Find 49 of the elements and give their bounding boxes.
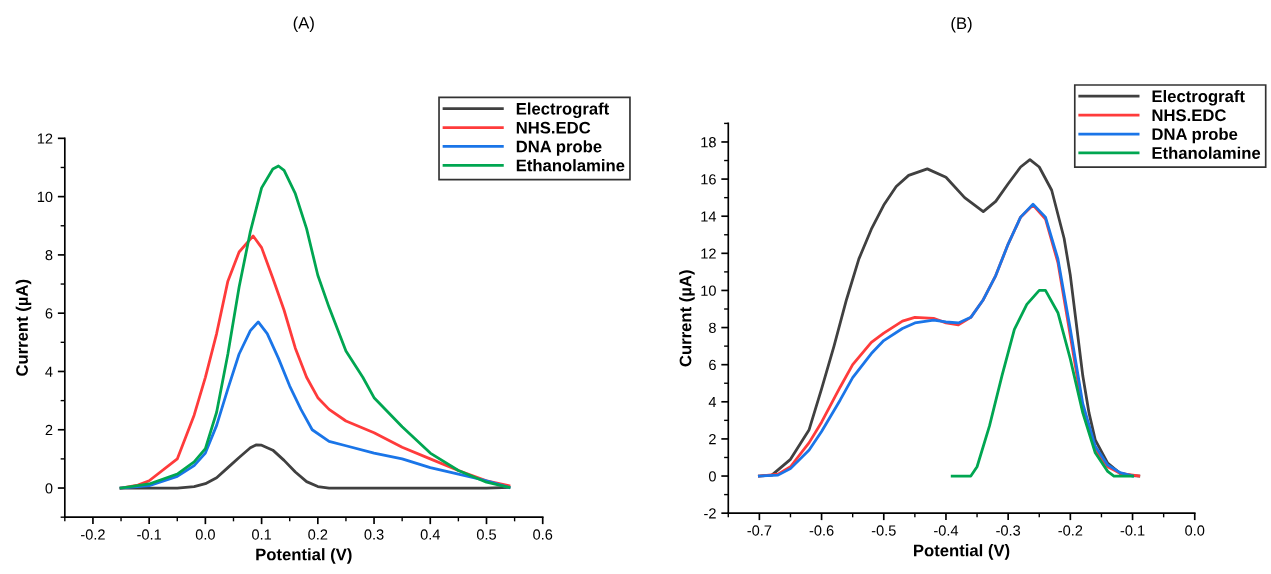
y-tick-label: 8 bbox=[45, 250, 53, 261]
y-tick-label: 12 bbox=[701, 248, 716, 259]
x-axis-title: Potential (V) bbox=[256, 548, 352, 564]
y-tick-label: 12 bbox=[37, 133, 53, 144]
legend-label: NHS.EDC bbox=[1152, 109, 1226, 122]
legend-label: Ethanolamine bbox=[516, 159, 625, 172]
x-tick-label: 0.6 bbox=[533, 529, 553, 540]
x-tick-label: 0.0 bbox=[1185, 525, 1205, 536]
x-tick-label: 0.0 bbox=[195, 529, 215, 540]
y-tick-label: 8 bbox=[709, 322, 716, 333]
y-tick-label: 6 bbox=[45, 308, 53, 319]
legend-label: DNA probe bbox=[1152, 127, 1238, 144]
x-tick-label: 0.1 bbox=[252, 529, 272, 540]
y-tick-label: 2 bbox=[45, 424, 53, 436]
x-tick-label: -0.6 bbox=[809, 525, 834, 536]
x-tick-label: -0.5 bbox=[871, 525, 896, 536]
x-axis-title: Potential (V) bbox=[914, 544, 1010, 560]
x-tick-label: 0.3 bbox=[364, 529, 384, 540]
chart-title: (B) bbox=[951, 16, 972, 33]
chart-title: (A) bbox=[293, 16, 314, 33]
x-tick-label: -0.1 bbox=[137, 529, 162, 540]
legend-label: Ethanolamine bbox=[1152, 146, 1261, 159]
x-tick-label: -0.1 bbox=[1120, 525, 1145, 536]
y-tick-label: 4 bbox=[708, 397, 717, 408]
legend-label: Electrograft bbox=[516, 102, 610, 119]
legend-label: Electrograft bbox=[1152, 89, 1245, 106]
x-tick-label: -0.7 bbox=[747, 525, 772, 536]
y-axis-title: Current (µA) bbox=[15, 279, 32, 376]
y-tick-label: 0 bbox=[708, 471, 716, 482]
legend-label: DNA probe bbox=[516, 140, 602, 156]
y-axis-title: Current (µA) bbox=[679, 270, 695, 367]
y-tick-label: 2 bbox=[709, 434, 716, 445]
x-tick-label: -0.3 bbox=[996, 525, 1021, 536]
x-tick-label: -0.2 bbox=[81, 529, 105, 540]
y-tick-label: 10 bbox=[37, 191, 53, 203]
x-tick-label: 0.4 bbox=[420, 529, 440, 540]
x-tick-label: -0.4 bbox=[934, 525, 959, 536]
y-tick-label: 16 bbox=[701, 174, 716, 185]
y-tick-label: -2 bbox=[704, 508, 716, 519]
legend-label: NHS.EDC bbox=[516, 121, 591, 134]
x-tick-label: -0.2 bbox=[1058, 525, 1083, 536]
y-tick-label: 0 bbox=[45, 483, 53, 494]
y-tick-label: 14 bbox=[701, 211, 717, 222]
y-tick-label: 18 bbox=[701, 137, 716, 148]
y-tick-label: 10 bbox=[701, 285, 716, 296]
y-tick-label: 4 bbox=[45, 366, 53, 377]
x-tick-label: 0.2 bbox=[308, 529, 328, 540]
y-tick-label: 6 bbox=[709, 359, 716, 371]
x-tick-label: 0.5 bbox=[476, 529, 497, 540]
